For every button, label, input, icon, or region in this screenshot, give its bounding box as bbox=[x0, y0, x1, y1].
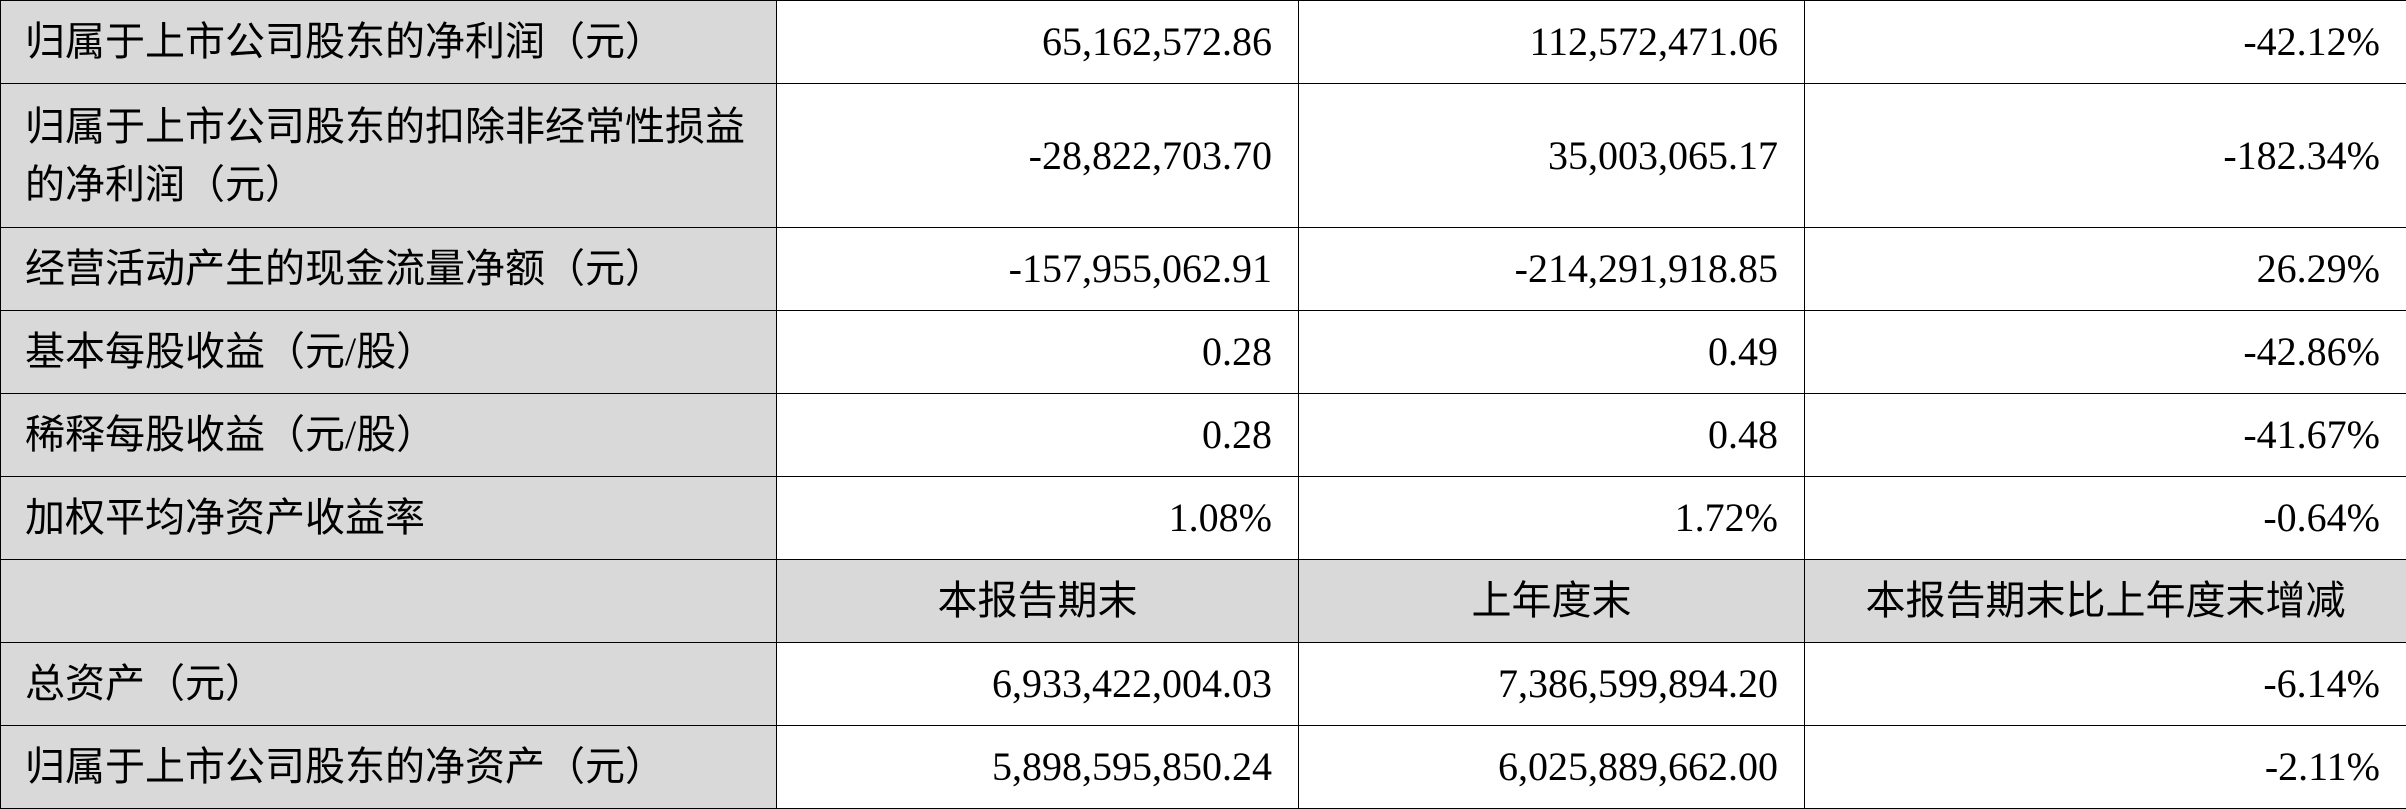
previous-value: 112,572,471.06 bbox=[1299, 1, 1805, 84]
table-row: 归属于上市公司股东的净资产（元） 5,898,595,850.24 6,025,… bbox=[1, 726, 2406, 809]
table-row: 归属于上市公司股东的扣除非经常性损益的净利润（元） -28,822,703.70… bbox=[1, 84, 2406, 228]
change-value: -0.64% bbox=[1805, 477, 2406, 560]
header-blank-cell bbox=[1, 560, 777, 643]
current-value: 6,933,422,004.03 bbox=[777, 643, 1299, 726]
current-value: 65,162,572.86 bbox=[777, 1, 1299, 84]
current-value: -28,822,703.70 bbox=[777, 84, 1299, 228]
header-current-period-end: 本报告期末 bbox=[777, 560, 1299, 643]
previous-value: 0.49 bbox=[1299, 311, 1805, 394]
change-value: -6.14% bbox=[1805, 643, 2406, 726]
table-header-row: 本报告期末 上年度末 本报告期末比上年度末增减 bbox=[1, 560, 2406, 643]
change-value: -41.67% bbox=[1805, 394, 2406, 477]
previous-value: 35,003,065.17 bbox=[1299, 84, 1805, 228]
table-row: 稀释每股收益（元/股） 0.28 0.48 -41.67% bbox=[1, 394, 2406, 477]
header-change: 本报告期末比上年度末增减 bbox=[1805, 560, 2406, 643]
change-value: -42.86% bbox=[1805, 311, 2406, 394]
change-value: -2.11% bbox=[1805, 726, 2406, 809]
table-row: 基本每股收益（元/股） 0.28 0.49 -42.86% bbox=[1, 311, 2406, 394]
previous-value: 1.72% bbox=[1299, 477, 1805, 560]
header-previous-year-end: 上年度末 bbox=[1299, 560, 1805, 643]
current-value: 0.28 bbox=[777, 311, 1299, 394]
table-row: 归属于上市公司股东的净利润（元） 65,162,572.86 112,572,4… bbox=[1, 1, 2406, 84]
row-label: 稀释每股收益（元/股） bbox=[1, 394, 777, 477]
row-label: 经营活动产生的现金流量净额（元） bbox=[1, 228, 777, 311]
current-value: 5,898,595,850.24 bbox=[777, 726, 1299, 809]
row-label: 归属于上市公司股东的扣除非经常性损益的净利润（元） bbox=[1, 84, 777, 228]
previous-value: 6,025,889,662.00 bbox=[1299, 726, 1805, 809]
table-row: 经营活动产生的现金流量净额（元） -157,955,062.91 -214,29… bbox=[1, 228, 2406, 311]
previous-value: -214,291,918.85 bbox=[1299, 228, 1805, 311]
row-label: 归属于上市公司股东的净利润（元） bbox=[1, 1, 777, 84]
table-row: 加权平均净资产收益率 1.08% 1.72% -0.64% bbox=[1, 477, 2406, 560]
change-value: 26.29% bbox=[1805, 228, 2406, 311]
row-label: 归属于上市公司股东的净资产（元） bbox=[1, 726, 777, 809]
current-value: 0.28 bbox=[777, 394, 1299, 477]
row-label: 加权平均净资产收益率 bbox=[1, 477, 777, 560]
current-value: 1.08% bbox=[777, 477, 1299, 560]
previous-value: 0.48 bbox=[1299, 394, 1805, 477]
row-label: 基本每股收益（元/股） bbox=[1, 311, 777, 394]
previous-value: 7,386,599,894.20 bbox=[1299, 643, 1805, 726]
change-value: -182.34% bbox=[1805, 84, 2406, 228]
row-label: 总资产（元） bbox=[1, 643, 777, 726]
current-value: -157,955,062.91 bbox=[777, 228, 1299, 311]
table-row: 总资产（元） 6,933,422,004.03 7,386,599,894.20… bbox=[1, 643, 2406, 726]
change-value: -42.12% bbox=[1805, 1, 2406, 84]
